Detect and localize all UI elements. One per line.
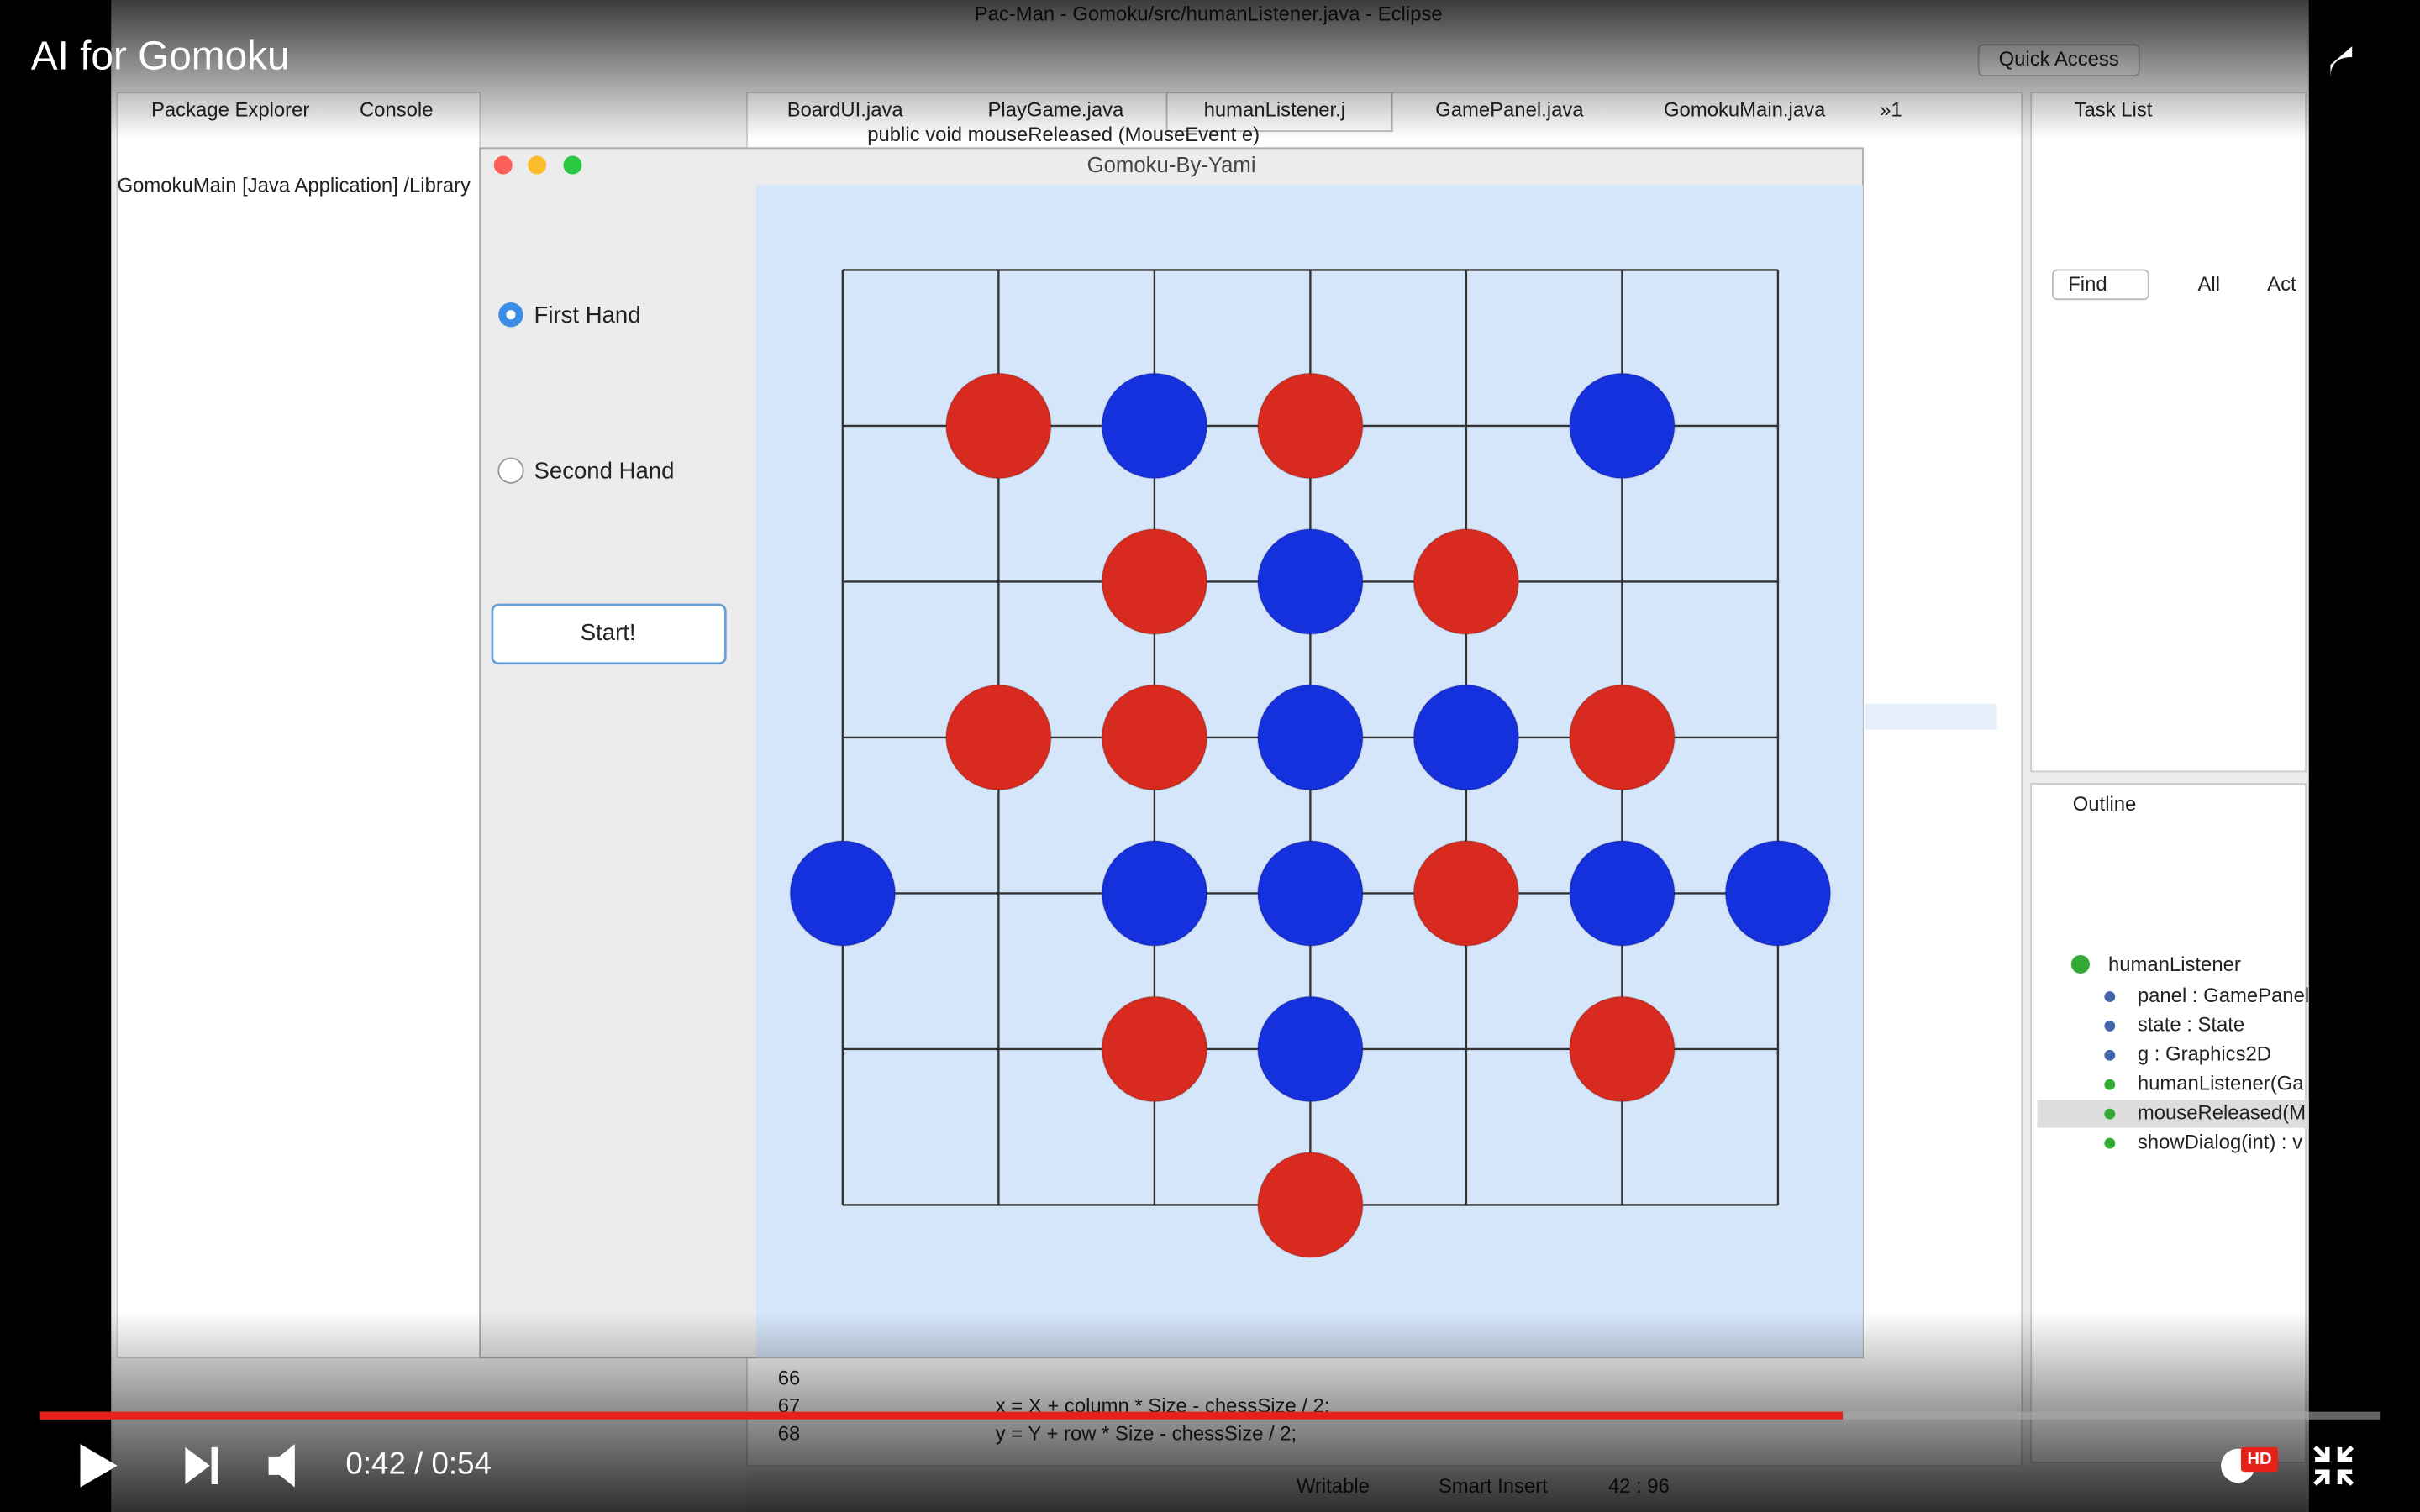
blue-stone (789, 840, 897, 947)
outline-selection (2037, 1100, 2309, 1128)
volume-button[interactable] (268, 1444, 295, 1488)
red-stone (945, 684, 1052, 791)
filter-link[interactable]: Act (2267, 273, 2296, 296)
red-stone (1413, 840, 1520, 947)
play-button[interactable] (80, 1444, 118, 1488)
share-icon[interactable] (2330, 46, 2353, 77)
blue-stone (1101, 840, 1208, 947)
outline-members: panel : GamePanel state : State g : Graphi… (2104, 984, 2309, 1153)
console-panel (116, 92, 481, 1359)
outline-member[interactable]: showDialog(int) : v (2138, 1131, 2302, 1153)
exit-fullscreen[interactable] (2313, 1445, 2354, 1486)
member-icon (2104, 1021, 2116, 1032)
radio-label[interactable]: Second Hand (534, 457, 675, 483)
blue-stone (1257, 684, 1364, 791)
outline-member[interactable]: mouseReleased(M (2138, 1101, 2306, 1124)
blue-stone (1724, 840, 1832, 947)
blue-stone (1257, 995, 1364, 1103)
outline-member[interactable]: state : State (2138, 1014, 2244, 1037)
outline-member[interactable]: g : Graphics2D (2138, 1043, 2271, 1066)
blue-stone (1413, 684, 1520, 791)
red-stone (1569, 684, 1676, 791)
panel-title: Outline (2073, 793, 2137, 816)
minimize-button[interactable] (528, 155, 547, 175)
close-button[interactable] (493, 155, 513, 175)
hd-label: HD (2247, 1450, 2271, 1468)
video-title: AI for Gomoku (31, 34, 290, 78)
blue-stone (1569, 840, 1676, 947)
red-stone (1101, 528, 1208, 635)
filter-link[interactable]: All (2198, 273, 2221, 296)
find-box[interactable] (2051, 269, 2149, 301)
task-list (2030, 92, 2307, 773)
member-icon (2104, 1049, 2116, 1061)
radio-label[interactable]: First Hand (534, 302, 641, 328)
highlight (1864, 703, 1997, 730)
game-title: Gomoku-By-Yami (1087, 154, 1256, 177)
red-stone (1257, 372, 1364, 480)
red-stone (945, 372, 1052, 480)
outline-class[interactable]: humanListener (2108, 953, 2241, 976)
board (789, 269, 1832, 1258)
find-label: Find (2068, 273, 2107, 296)
red-stone (1101, 995, 1208, 1103)
class-icon (2070, 954, 2090, 974)
progress-played (39, 1411, 1844, 1420)
red-stone (1569, 995, 1676, 1103)
zoom-button[interactable] (563, 155, 582, 175)
blue-stone (1569, 372, 1676, 480)
next-button[interactable] (185, 1446, 218, 1484)
red-stone (1413, 528, 1520, 635)
blue-stone (1257, 528, 1364, 635)
radio[interactable] (497, 457, 524, 484)
red-stone (1101, 684, 1208, 791)
time: 0:42 / 0:54 (345, 1446, 492, 1481)
start-label: Start! (581, 619, 636, 645)
member-icon (2104, 1137, 2116, 1149)
outline-member[interactable]: humanListener(Ga (2138, 1073, 2304, 1095)
member-icon (2104, 1108, 2116, 1120)
outline-member[interactable]: panel : GamePanel (2138, 984, 2309, 1007)
member-icon (2104, 991, 2116, 1002)
red-stone (1257, 1152, 1364, 1258)
member-icon (2104, 1079, 2116, 1090)
hd-badge (2240, 1446, 2279, 1473)
start-button[interactable] (491, 603, 727, 665)
top-gradient (0, 0, 2420, 139)
console-line: GomokuMain [Java Application] /Library (118, 175, 471, 197)
radio-dot (506, 310, 516, 320)
blue-stone (1257, 840, 1364, 947)
blue-stone (1101, 372, 1208, 480)
